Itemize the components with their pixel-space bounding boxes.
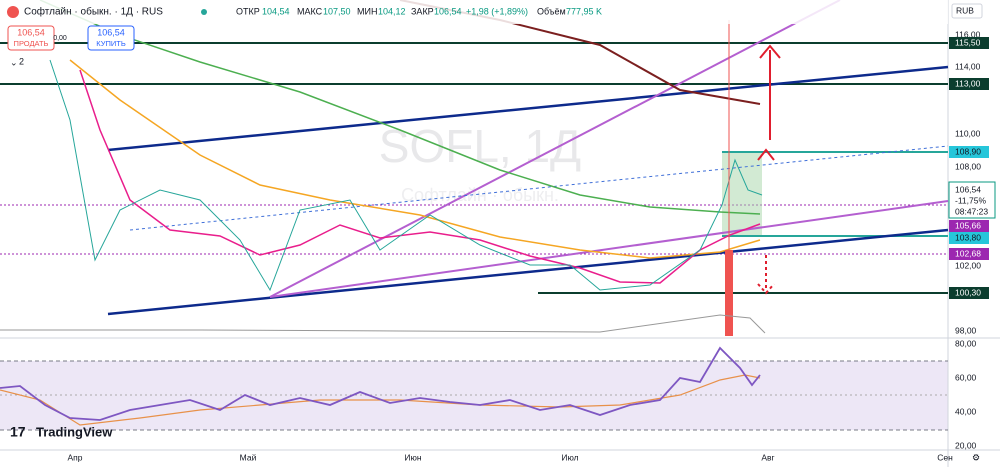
open: 104,54 (262, 6, 290, 16)
price-label: 98,00 (955, 325, 977, 335)
price-label: 108,90 (955, 146, 981, 156)
price-label: 115,50 (955, 37, 981, 47)
price-label: 106,54 (955, 184, 981, 194)
dashed-trend (129, 145, 949, 231)
rsi-label: 20,00 (955, 440, 977, 450)
range-box (722, 152, 762, 236)
rsi-ma (0, 374, 761, 426)
market-status (201, 9, 207, 15)
spread: 0,00 (53, 35, 67, 42)
price-tag (949, 220, 989, 232)
trend-line (107, 65, 949, 152)
price-label: 110,00 (955, 128, 981, 138)
ma-20 (79, 69, 761, 284)
volume-label: Объём (537, 6, 566, 16)
last-price-tag (948, 181, 996, 219)
price-change: -11,75% (955, 195, 986, 205)
price-label: 114,00 (955, 61, 981, 71)
price-path (49, 59, 763, 292)
time-label: Сен (937, 452, 953, 462)
trend-line (269, 0, 841, 298)
price-label: 102,68 (955, 248, 981, 258)
collapse-toggle[interactable]: ⌄ (10, 57, 18, 67)
price-label: 100,30 (955, 287, 981, 297)
price-label: 113,00 (955, 78, 981, 88)
high: 107,50 (323, 6, 351, 16)
currency: RUB (956, 5, 974, 15)
time-label: Май (240, 452, 257, 462)
countdown: 08:47:23 (955, 206, 988, 216)
main-pane (0, 0, 948, 337)
sell-label: ПРОДАТЬ (14, 39, 49, 48)
settings-icon[interactable]: ⚙ (972, 452, 980, 462)
price-label: 105,66 (955, 220, 981, 230)
price-tag (949, 232, 989, 244)
time-label: Апр (68, 452, 83, 462)
price-tag (949, 37, 989, 49)
indicator-count[interactable]: 2 (19, 56, 24, 66)
arrow-head (757, 283, 775, 295)
rsi-label: 60,00 (955, 372, 977, 382)
trend-line (269, 200, 949, 298)
price-tag (949, 248, 989, 260)
price-label: 103,80 (955, 232, 981, 242)
high-label: МАКС (297, 6, 323, 16)
price-tag (949, 146, 989, 158)
time-label: Июл (561, 452, 578, 462)
price-tag (949, 287, 989, 299)
symbol[interactable]: Софтлайн · обыкн. · 1Д · RUS (24, 6, 163, 18)
currency-button[interactable] (951, 3, 983, 19)
buy-price: 106,54 (97, 27, 125, 37)
low: 104,12 (378, 6, 406, 16)
buy-label: КУПИТЬ (96, 39, 126, 48)
time-label: Авг (761, 452, 774, 462)
volume-average (0, 314, 766, 334)
close-label: ЗАКР (411, 6, 434, 16)
price-label: 102,00 (955, 260, 981, 270)
arrow-head (757, 148, 775, 161)
logo[interactable]: TradingView (36, 424, 113, 439)
close: 106,54 (434, 6, 462, 16)
arrow-head (759, 44, 781, 59)
low-label: МИН (357, 6, 377, 16)
time-label: Июн (404, 452, 421, 462)
sell-button[interactable] (7, 25, 55, 51)
volume: 777,95 K (566, 6, 602, 16)
symbol-icon (7, 6, 19, 18)
ma-50 (69, 59, 761, 259)
trend-line (107, 228, 949, 316)
price-label: 116,00 (955, 29, 981, 39)
header-bg (0, 0, 948, 24)
watermark: SOFL, 1Д (379, 120, 581, 172)
rsi-line (0, 346, 761, 421)
sell-price: 106,54 (17, 27, 45, 37)
rsi-label: 40,00 (955, 406, 977, 416)
price-tag (949, 78, 989, 90)
logo-mark: 17 (10, 424, 26, 440)
rsi-label: 80,00 (955, 338, 977, 348)
ma-100 (39, 0, 761, 215)
volume-spike (725, 250, 733, 336)
buy-button[interactable] (87, 25, 135, 51)
open-label: ОТКР (236, 6, 260, 16)
price-label: 108,00 (955, 161, 981, 171)
change: +1,98 (+1,89%) (466, 6, 528, 16)
